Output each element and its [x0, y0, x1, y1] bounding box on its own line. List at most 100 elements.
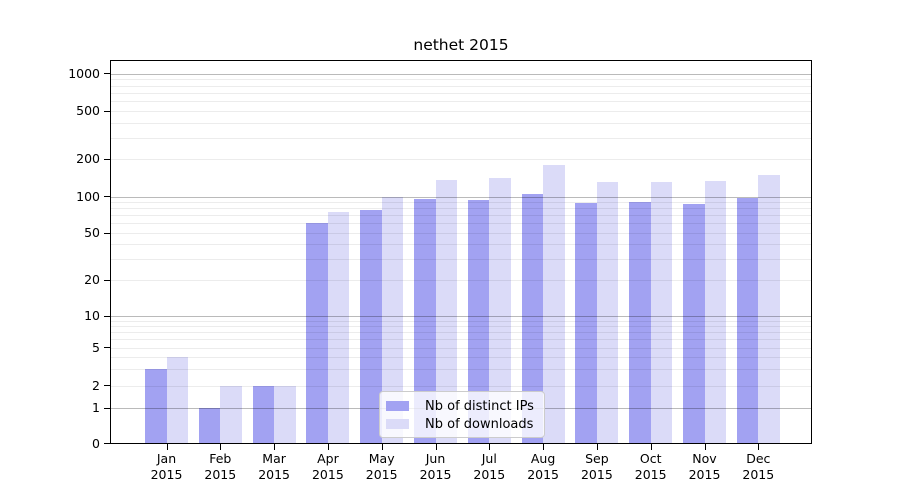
bar-distinct-ips	[252, 385, 275, 443]
minor-gridline	[111, 101, 811, 103]
x-tick	[274, 444, 276, 450]
legend-label-distinct-ips: Nb of distinct IPs	[425, 398, 534, 414]
y-tick-label: 10	[84, 308, 100, 323]
x-tick-label: Nov 2015	[688, 451, 721, 482]
y-tick-label: 1	[92, 400, 100, 415]
minor-gridline	[111, 280, 811, 281]
minor-gridline	[111, 332, 811, 334]
x-tick-label: Jul 2015	[473, 451, 506, 482]
x-tick	[435, 444, 437, 450]
major-gridline	[111, 316, 811, 317]
y-tick-label: 500	[76, 103, 100, 118]
y-tick-label: 50	[84, 225, 100, 240]
y-tick-label: 100	[76, 188, 100, 204]
y-tick	[104, 443, 110, 444]
x-tick-label: Jan 2015	[150, 451, 183, 482]
x-tick	[489, 444, 491, 450]
bars-layer	[111, 61, 811, 443]
x-tick-label: Feb 2015	[204, 451, 237, 482]
bar-downloads	[381, 196, 404, 443]
y-tick	[104, 73, 110, 74]
bar-downloads	[220, 385, 242, 443]
x-tick	[220, 444, 222, 450]
minor-gridline	[111, 122, 811, 124]
x-tick	[166, 444, 168, 450]
chart-title: nethet 2015	[413, 36, 509, 54]
y-tick	[104, 196, 110, 197]
gridlines-layer	[111, 61, 811, 443]
bar-distinct-ips	[629, 202, 651, 443]
minor-gridline	[111, 347, 811, 349]
x-tick	[327, 444, 329, 450]
x-tick-label: Mar 2015	[258, 451, 290, 482]
bar-distinct-ips	[736, 197, 759, 443]
legend-swatch-distinct-ips	[386, 401, 409, 411]
minor-gridline	[111, 326, 811, 328]
x-tick-label: Aug 2015	[527, 451, 559, 482]
minor-gridline	[111, 339, 811, 341]
minor-gridline	[111, 85, 811, 87]
bar-downloads	[543, 164, 565, 443]
y-tick-label: 0	[92, 435, 100, 451]
legend-item-downloads: Nb of downloads	[386, 415, 538, 433]
minor-gridline	[111, 137, 811, 139]
y-tick	[104, 279, 110, 281]
x-tick-label: May 2015	[365, 451, 398, 482]
legend: Nb of distinct IPs Nb of downloads	[379, 391, 545, 438]
y-tick	[104, 407, 110, 409]
bar-distinct-ips	[521, 193, 544, 443]
x-tick-label: Apr 2015	[311, 451, 344, 482]
minor-gridline	[111, 79, 811, 81]
bar-downloads	[435, 180, 457, 443]
x-tick	[543, 444, 545, 450]
minor-gridline	[111, 244, 811, 246]
y-tick-label: 200	[76, 151, 100, 166]
bar-distinct-ips	[145, 368, 167, 443]
x-tick	[381, 444, 383, 450]
bar-downloads	[274, 385, 296, 443]
bar-distinct-ips	[198, 408, 221, 443]
x-tick	[650, 444, 652, 450]
minor-gridline	[111, 320, 811, 322]
minor-gridline	[111, 223, 811, 225]
minor-gridline	[111, 385, 811, 387]
minor-gridline	[111, 202, 811, 204]
minor-gridline	[111, 92, 811, 94]
minor-gridline	[111, 111, 811, 112]
bar-downloads	[596, 182, 619, 443]
y-tick	[104, 158, 110, 160]
x-tick-label: Dec 2015	[742, 451, 775, 482]
bar-downloads	[704, 181, 726, 443]
y-tick-label: 2	[92, 377, 100, 393]
bar-downloads	[327, 211, 350, 443]
minor-gridline	[111, 215, 811, 217]
minor-gridline	[111, 233, 811, 234]
x-tick-label: Oct 2015	[634, 451, 667, 482]
bar-distinct-ips	[306, 223, 328, 443]
y-tick-label: 1000	[68, 65, 100, 81]
legend-swatch-downloads	[386, 419, 409, 429]
major-gridline	[111, 196, 811, 198]
x-tick-label: Jun 2015	[419, 451, 452, 482]
legend-label-downloads: Nb of downloads	[425, 416, 534, 432]
y-tick	[104, 110, 110, 112]
bar-downloads	[489, 178, 511, 443]
x-tick	[596, 444, 598, 450]
y-tick	[104, 385, 110, 386]
minor-gridline	[111, 159, 811, 160]
bar-downloads	[758, 174, 780, 443]
minor-gridline	[111, 356, 811, 358]
y-tick-label: 20	[84, 272, 100, 287]
major-gridline	[111, 73, 811, 75]
bar-distinct-ips	[575, 203, 597, 443]
bar-downloads	[166, 356, 188, 443]
bar-distinct-ips	[683, 204, 705, 443]
legend-item-distinct-ips: Nb of distinct IPs	[386, 397, 538, 415]
bar-distinct-ips	[467, 199, 490, 443]
x-tick	[704, 444, 706, 450]
bar-distinct-ips	[414, 199, 436, 443]
y-tick	[104, 232, 110, 234]
x-tick	[758, 444, 760, 450]
minor-gridline	[111, 208, 811, 210]
